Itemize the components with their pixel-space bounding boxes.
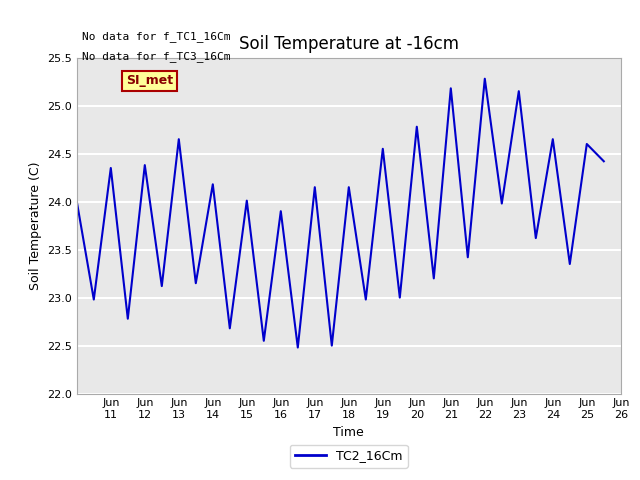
Text: No data for f_TC1_16Cm: No data for f_TC1_16Cm (82, 31, 231, 42)
Text: SI_met: SI_met (125, 74, 173, 87)
Text: No data for f_TC3_16Cm: No data for f_TC3_16Cm (82, 51, 231, 62)
X-axis label: Time: Time (333, 426, 364, 439)
Title: Soil Temperature at -16cm: Soil Temperature at -16cm (239, 35, 459, 53)
Legend: TC2_16Cm: TC2_16Cm (290, 444, 408, 468)
Y-axis label: Soil Temperature (C): Soil Temperature (C) (29, 161, 42, 290)
